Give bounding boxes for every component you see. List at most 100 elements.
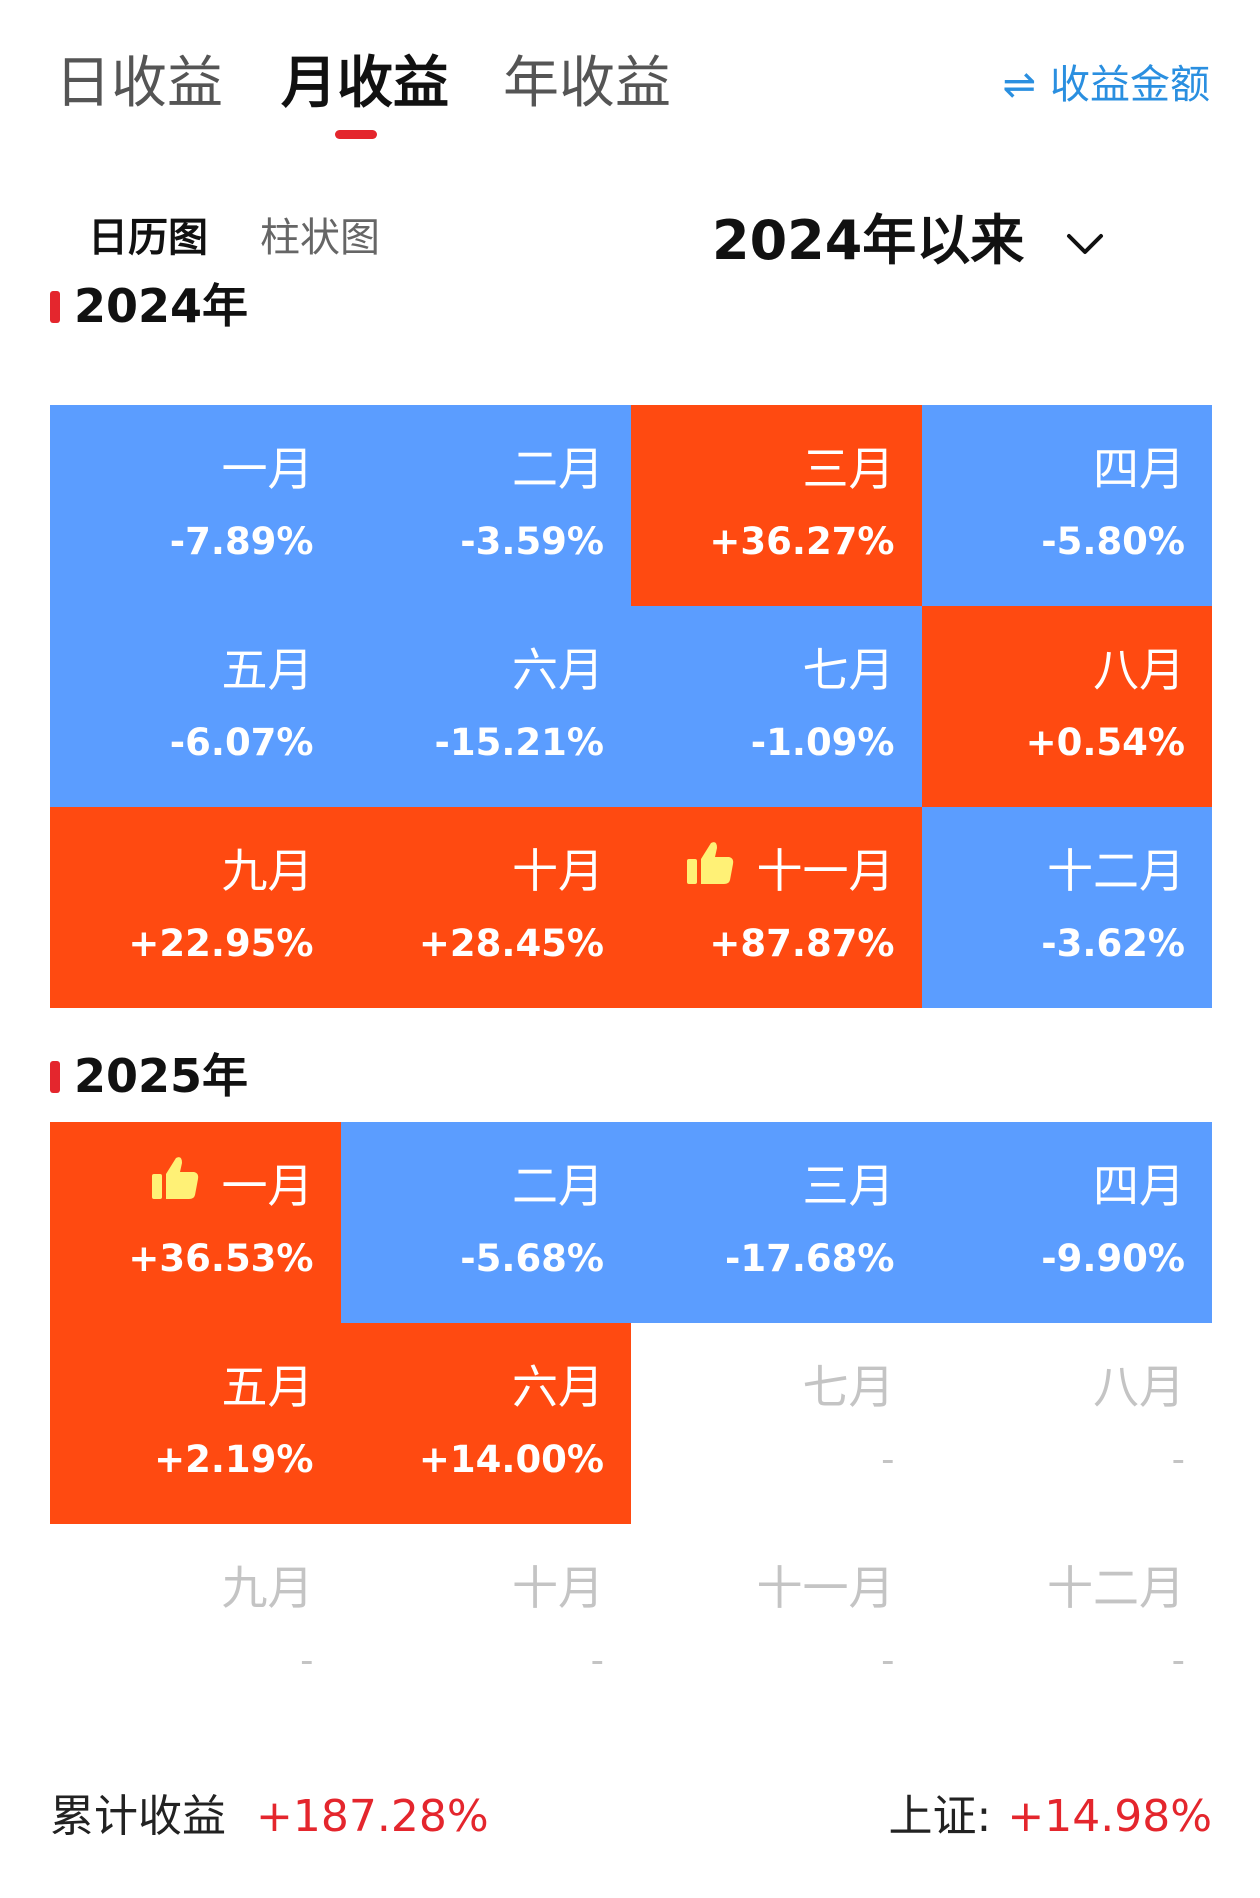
month-return: +14.00%: [418, 1438, 604, 1481]
month-name: 十一月: [685, 835, 895, 903]
month-label: 十二月: [1047, 844, 1185, 898]
month-label: 五月: [221, 643, 314, 697]
month-name: 十一月: [757, 1552, 895, 1618]
month-name: 七月: [803, 634, 895, 700]
month-cell[interactable]: 八月 +0.54%: [921, 606, 1212, 807]
year-marker: [50, 290, 60, 323]
month-label: 七月: [802, 643, 895, 697]
month-label: 八月: [1093, 643, 1185, 697]
month-return: +2.19%: [154, 1438, 314, 1481]
month-cell: 七月 -: [631, 1323, 922, 1524]
month-label: 二月: [512, 1159, 604, 1213]
month-label: 十月: [512, 1561, 604, 1615]
month-return: +87.87%: [709, 922, 895, 965]
month-grid-2024: 一月 -7.89% 二月 -3.59% 三月 +36.27% 四月 -5.80% 五月 -6.07…: [50, 405, 1212, 1008]
month-name: 五月: [222, 634, 314, 700]
month-cell[interactable]: 四月 -5.80%: [921, 405, 1212, 606]
month-grid-2025: 一月 +36.53% 二月 -5.68% 三月 -17.68% 四月 -9.90% 五月 +2.1…: [50, 1122, 1212, 1725]
chevron-down-icon: [1067, 234, 1104, 255]
month-label: 一月: [221, 1159, 314, 1213]
year-heading-2024: 2024年: [50, 270, 248, 336]
month-cell: 八月 -: [922, 1323, 1213, 1524]
month-label: 四月: [1093, 1159, 1185, 1213]
month-label: 十一月: [756, 844, 895, 898]
month-cell[interactable]: 七月 -1.09%: [631, 606, 922, 807]
month-name: 九月: [222, 1552, 314, 1618]
thumbs-up-icon: [685, 840, 735, 897]
view-calendar[interactable]: 日历图: [88, 215, 208, 261]
month-name: 五月: [222, 1351, 314, 1417]
month-return: -: [881, 1639, 895, 1682]
month-label: 十一月: [756, 1561, 895, 1615]
tab-active-indicator: [335, 130, 377, 139]
month-cell: 九月 -: [50, 1524, 341, 1725]
month-return: +36.53%: [128, 1237, 314, 1280]
month-label: 六月: [512, 643, 604, 697]
month-name: 六月: [512, 634, 604, 700]
tab-daily[interactable]: 日收益: [55, 51, 223, 116]
view-bar[interactable]: 柱状图: [260, 215, 380, 261]
month-cell[interactable]: 九月 +22.95%: [50, 807, 341, 1008]
month-cell: 十月 -: [341, 1524, 632, 1725]
month-return: -9.90%: [1041, 1237, 1185, 1280]
month-cell[interactable]: 六月 +14.00%: [340, 1323, 631, 1524]
tab-yearly[interactable]: 年收益: [503, 51, 671, 116]
period-tabs: 日收益 月收益 年收益 ⇌ 收益金额: [55, 38, 1210, 148]
month-return: -: [300, 1639, 314, 1682]
month-cell: 十二月 -: [922, 1524, 1213, 1725]
month-return: -3.62%: [1041, 922, 1185, 965]
thumbs-up-icon: [150, 1155, 200, 1212]
month-return: -: [881, 1438, 895, 1481]
month-return: +22.95%: [128, 922, 314, 965]
month-name: 十二月: [1047, 1552, 1185, 1618]
range-label: 2024年以来: [712, 209, 1025, 272]
month-return: -6.07%: [169, 721, 314, 764]
month-name: 七月: [803, 1351, 895, 1417]
month-cell[interactable]: 一月 +36.53%: [50, 1122, 341, 1323]
month-return: -17.68%: [725, 1237, 895, 1280]
swap-icon: ⇌: [1002, 62, 1036, 108]
cumulative-label: 累计收益: [50, 1791, 226, 1842]
year-label: 2024年: [74, 279, 249, 333]
month-cell[interactable]: 二月 -3.59%: [340, 405, 631, 606]
tab-monthly[interactable]: 月收益: [281, 51, 449, 116]
month-cell[interactable]: 四月 -9.90%: [921, 1122, 1212, 1323]
month-label: 六月: [512, 1360, 604, 1414]
amount-toggle-label: 收益金额: [1050, 62, 1210, 108]
cumulative-value: +187.28%: [256, 1791, 489, 1842]
month-name: 四月: [1093, 433, 1185, 499]
year-marker: [50, 1060, 60, 1093]
month-cell[interactable]: 三月 +36.27%: [631, 405, 922, 606]
month-return: -3.59%: [460, 520, 604, 563]
month-name: 十月: [512, 1552, 604, 1618]
month-return: -: [590, 1639, 604, 1682]
month-return: +28.45%: [418, 922, 604, 965]
month-cell[interactable]: 二月 -5.68%: [340, 1122, 631, 1323]
month-label: 十月: [512, 844, 604, 898]
month-label: 八月: [1093, 1360, 1185, 1414]
month-name: 一月: [150, 1150, 314, 1218]
amount-toggle[interactable]: ⇌ 收益金额: [1002, 52, 1210, 110]
month-cell[interactable]: 十月 +28.45%: [340, 807, 631, 1008]
month-cell[interactable]: 五月 -6.07%: [50, 606, 341, 807]
month-return: -: [1171, 1639, 1185, 1682]
month-return: -5.80%: [1041, 520, 1185, 563]
month-cell[interactable]: 六月 -15.21%: [340, 606, 631, 807]
month-label: 五月: [221, 1360, 314, 1414]
month-cell[interactable]: 五月 +2.19%: [50, 1323, 341, 1524]
month-cell[interactable]: 十一月 +87.87%: [631, 807, 922, 1008]
year-heading-2025: 2025年: [50, 1040, 248, 1106]
index-label: 上证:: [888, 1791, 992, 1842]
range-dropdown[interactable]: 2024年以来: [712, 196, 1105, 275]
month-label: 一月: [221, 442, 314, 496]
year-label: 2025年: [74, 1049, 249, 1103]
month-cell[interactable]: 十二月 -3.62%: [921, 807, 1212, 1008]
month-label: 二月: [512, 442, 604, 496]
month-name: 一月: [222, 433, 314, 499]
month-name: 十二月: [1047, 835, 1185, 901]
month-label: 十二月: [1047, 1561, 1185, 1615]
month-cell[interactable]: 一月 -7.89%: [50, 405, 341, 606]
month-cell: 十一月 -: [631, 1524, 922, 1725]
month-cell[interactable]: 三月 -17.68%: [631, 1122, 922, 1323]
month-name: 九月: [222, 835, 314, 901]
